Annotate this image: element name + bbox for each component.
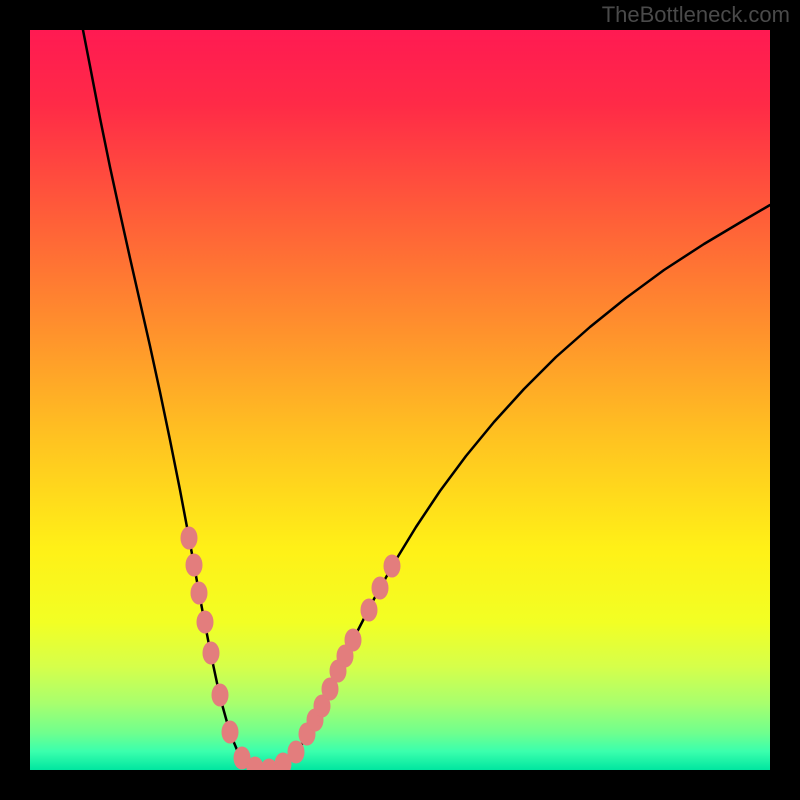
chart-svg bbox=[0, 0, 800, 800]
curve-marker bbox=[186, 554, 202, 576]
gradient-plot-area bbox=[30, 30, 770, 770]
curve-marker bbox=[191, 582, 207, 604]
curve-marker bbox=[181, 527, 197, 549]
watermark-text: TheBottleneck.com bbox=[602, 2, 790, 28]
curve-marker bbox=[345, 629, 361, 651]
curve-marker bbox=[212, 684, 228, 706]
curve-marker bbox=[203, 642, 219, 664]
curve-marker bbox=[361, 599, 377, 621]
curve-marker bbox=[222, 721, 238, 743]
curve-marker bbox=[372, 577, 388, 599]
chart-stage: TheBottleneck.com bbox=[0, 0, 800, 800]
curve-marker bbox=[288, 741, 304, 763]
curve-marker bbox=[197, 611, 213, 633]
curve-marker bbox=[384, 555, 400, 577]
